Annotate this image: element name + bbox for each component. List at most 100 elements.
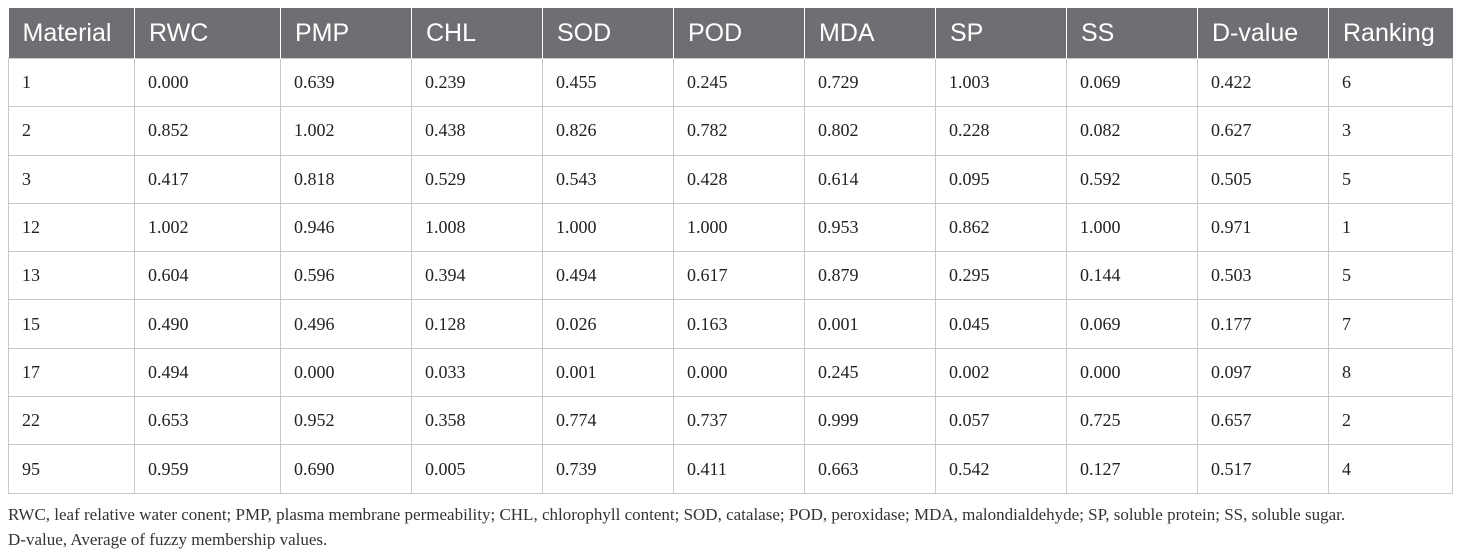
table-row: 13 0.604 0.596 0.394 0.494 0.617 0.879 0.295 0.1… bbox=[8, 251, 1453, 301]
table-cell: 2 bbox=[8, 106, 135, 156]
table-cell: 0.000 bbox=[673, 347, 805, 398]
table-cell: 0.663 bbox=[804, 444, 936, 494]
table-cell: 0.505 bbox=[1197, 154, 1329, 204]
table-cell: 0.163 bbox=[673, 299, 805, 349]
table-cell: 0.001 bbox=[804, 299, 936, 349]
table-cell: 0.069 bbox=[1066, 57, 1198, 108]
table-cell: 1.000 bbox=[542, 202, 674, 253]
table-cell: 0.802 bbox=[804, 106, 936, 156]
table-cell: 0.177 bbox=[1197, 299, 1329, 349]
column-header: D-value bbox=[1197, 8, 1329, 59]
table-row: 17 0.494 0.000 0.033 0.001 0.000 0.245 0.002 0.0… bbox=[8, 347, 1453, 398]
table-cell: 1 bbox=[1328, 202, 1453, 253]
table-cell: 0.245 bbox=[673, 57, 805, 108]
table-cell: 0.144 bbox=[1066, 251, 1198, 301]
column-header: RWC bbox=[134, 8, 281, 59]
table-cell: 0.002 bbox=[935, 347, 1067, 398]
table-row: 1 0.000 0.639 0.239 0.455 0.245 0.729 1.003 0.06… bbox=[8, 57, 1453, 108]
table-cell: 0.818 bbox=[280, 154, 412, 204]
table-cell: 1.000 bbox=[673, 202, 805, 253]
table-cell: 0.438 bbox=[411, 106, 543, 156]
table-cell: 0.999 bbox=[804, 396, 936, 446]
table-cell: 22 bbox=[8, 396, 135, 446]
table-cell: 0.690 bbox=[280, 444, 412, 494]
table-row: 22 0.653 0.952 0.358 0.774 0.737 0.999 0.057 0.7… bbox=[8, 396, 1453, 446]
table-cell: 1.008 bbox=[411, 202, 543, 253]
table-cell: 0.959 bbox=[134, 444, 281, 494]
table-cell: 0.417 bbox=[134, 154, 281, 204]
table-cell: 95 bbox=[8, 444, 135, 494]
table-cell: 0.639 bbox=[280, 57, 412, 108]
table-cell: 0.245 bbox=[804, 347, 936, 398]
table-cell: 0.295 bbox=[935, 251, 1067, 301]
column-header: MDA bbox=[804, 8, 936, 59]
column-header: CHL bbox=[411, 8, 543, 59]
table-cell: 0.228 bbox=[935, 106, 1067, 156]
table-row: 2 0.852 1.002 0.438 0.826 0.782 0.802 0.228 0.08… bbox=[8, 106, 1453, 156]
table-cell: 0.045 bbox=[935, 299, 1067, 349]
table-row: 15 0.490 0.496 0.128 0.026 0.163 0.001 0.045 0.0… bbox=[8, 299, 1453, 349]
table-cell: 0.543 bbox=[542, 154, 674, 204]
column-header: Ranking bbox=[1328, 8, 1453, 59]
table-cell: 0.657 bbox=[1197, 396, 1329, 446]
table-cell: 1.000 bbox=[1066, 202, 1198, 253]
table-cell: 0.033 bbox=[411, 347, 543, 398]
table-cell: 0.000 bbox=[1066, 347, 1198, 398]
table-cell: 0.358 bbox=[411, 396, 543, 446]
table-cell: 0.592 bbox=[1066, 154, 1198, 204]
table-cell: 0.095 bbox=[935, 154, 1067, 204]
table-cell: 1.003 bbox=[935, 57, 1067, 108]
table-cell: 0.000 bbox=[280, 347, 412, 398]
table-cell: 0.422 bbox=[1197, 57, 1329, 108]
table-cell: 0.952 bbox=[280, 396, 412, 446]
table-cell: 0.725 bbox=[1066, 396, 1198, 446]
column-header: POD bbox=[673, 8, 805, 59]
table-cell: 0.774 bbox=[542, 396, 674, 446]
column-header: SOD bbox=[542, 8, 674, 59]
table-row: 12 1.002 0.946 1.008 1.000 1.000 0.953 0.862 1.0… bbox=[8, 202, 1453, 253]
table-cell: 3 bbox=[8, 154, 135, 204]
table-cell: 0.739 bbox=[542, 444, 674, 494]
table-cell: 0.496 bbox=[280, 299, 412, 349]
table-cell: 0.604 bbox=[134, 251, 281, 301]
table-cell: 6 bbox=[1328, 57, 1453, 108]
table-cell: 12 bbox=[8, 202, 135, 253]
header-row: Material RWC PMP CHL SOD POD MDA SP SS D-value Ran… bbox=[8, 8, 1453, 59]
table-cell: 17 bbox=[8, 347, 135, 398]
column-header: Material bbox=[8, 8, 135, 59]
table-cell: 0.490 bbox=[134, 299, 281, 349]
table-container: Material RWC PMP CHL SOD POD MDA SP SS D-value Ran… bbox=[8, 8, 1453, 552]
table-cell: 0.428 bbox=[673, 154, 805, 204]
table-cell: 0.239 bbox=[411, 57, 543, 108]
table-row: 3 0.417 0.818 0.529 0.543 0.428 0.614 0.095 0.59… bbox=[8, 154, 1453, 204]
table-cell: 0.517 bbox=[1197, 444, 1329, 494]
table-cell: 0.127 bbox=[1066, 444, 1198, 494]
table-cell: 0.542 bbox=[935, 444, 1067, 494]
table-cell: 7 bbox=[1328, 299, 1453, 349]
table-cell: 0.026 bbox=[542, 299, 674, 349]
table-cell: 0.057 bbox=[935, 396, 1067, 446]
table-cell: 0.879 bbox=[804, 251, 936, 301]
table-cell: 5 bbox=[1328, 154, 1453, 204]
table-cell: 0.617 bbox=[673, 251, 805, 301]
table-cell: 0.503 bbox=[1197, 251, 1329, 301]
table-cell: 0.737 bbox=[673, 396, 805, 446]
table-cell: 0.494 bbox=[542, 251, 674, 301]
table-cell: 0.614 bbox=[804, 154, 936, 204]
table-cell: 0.069 bbox=[1066, 299, 1198, 349]
table-cell: 0.411 bbox=[673, 444, 805, 494]
table-cell: 0.494 bbox=[134, 347, 281, 398]
table-cell: 0.729 bbox=[804, 57, 936, 108]
table-header: Material RWC PMP CHL SOD POD MDA SP SS D-value Ran… bbox=[8, 8, 1453, 59]
table-cell: 0.852 bbox=[134, 106, 281, 156]
table-cell: 3 bbox=[1328, 106, 1453, 156]
table-cell: 2 bbox=[1328, 396, 1453, 446]
membership-table: Material RWC PMP CHL SOD POD MDA SP SS D-value Ran… bbox=[8, 8, 1453, 494]
table-cell: 0.082 bbox=[1066, 106, 1198, 156]
table-cell: 0.826 bbox=[542, 106, 674, 156]
table-cell: 0.862 bbox=[935, 202, 1067, 253]
footnote-line-2: D-value, Average of fuzzy membership val… bbox=[8, 529, 328, 549]
table-cell: 1.002 bbox=[280, 106, 412, 156]
column-header: SP bbox=[935, 8, 1067, 59]
table-cell: 0.953 bbox=[804, 202, 936, 253]
